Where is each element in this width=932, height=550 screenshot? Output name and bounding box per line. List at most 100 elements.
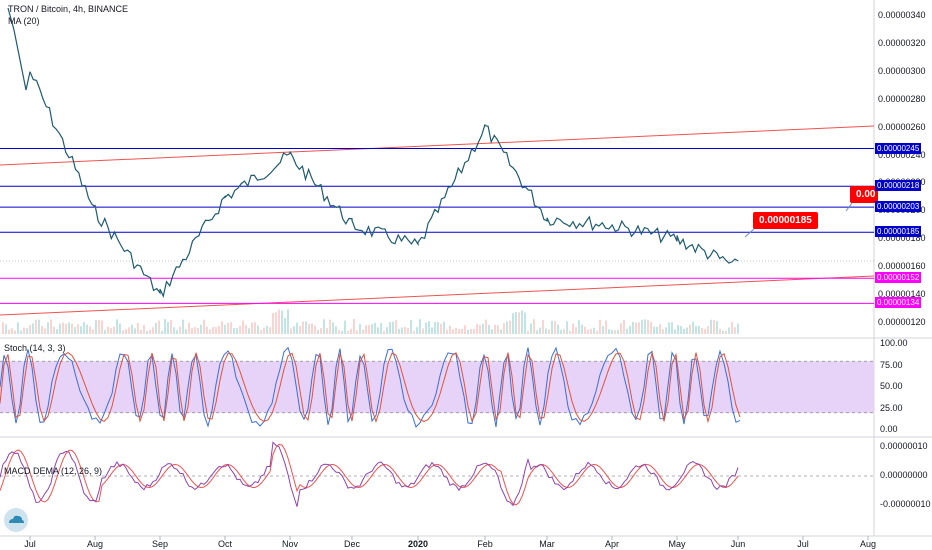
time-axis-label: May <box>668 539 686 549</box>
volume-bar <box>428 321 430 334</box>
volume-bar <box>392 321 394 334</box>
time-axis-label: 2020 <box>407 539 429 549</box>
volume-bar <box>365 325 367 334</box>
volume-bar <box>323 319 325 334</box>
volume-bar <box>536 330 538 334</box>
time-axis-label: Jul <box>24 539 36 549</box>
volume-bar <box>191 328 193 334</box>
stoch-indicator-label: Stoch (14, 3, 3) <box>4 343 66 353</box>
time-axis-label: Aug <box>86 539 103 549</box>
volume-bar <box>266 325 268 334</box>
volume-bar <box>338 329 340 334</box>
price-tick-label: 0.00000140 <box>878 289 926 299</box>
volume-bar <box>197 327 199 334</box>
volume-bar <box>593 327 595 334</box>
volume-bar <box>557 324 559 334</box>
volume-bar <box>587 329 589 334</box>
price-level-tag: 0.00000152 <box>875 272 922 284</box>
volume-bar <box>347 330 349 334</box>
volume-bar <box>464 325 466 334</box>
volume-bar <box>71 323 73 334</box>
volume-bar <box>575 327 577 334</box>
volume-bar <box>161 330 163 334</box>
volume-bar <box>293 326 295 334</box>
volume-bar <box>176 330 178 334</box>
volume-bar <box>566 321 568 334</box>
volume-bar <box>134 328 136 334</box>
price-callout[interactable]: 0.00000185 <box>753 212 818 229</box>
volume-bar <box>341 330 343 334</box>
volume-bar <box>452 329 454 334</box>
volume-bar <box>635 322 637 334</box>
volume-bar <box>353 319 355 334</box>
volume-bar <box>734 327 736 334</box>
volume-bar <box>395 320 397 334</box>
macd-tick-label: 0.00000010 <box>880 441 928 451</box>
volume-bar <box>614 330 616 334</box>
price-level-tag: 0.00000134 <box>875 297 922 309</box>
stoch-tick-label: 0.00 <box>880 424 898 434</box>
support-trendline <box>0 275 875 316</box>
volume-bar <box>500 329 502 334</box>
volume-bar <box>224 324 226 334</box>
price-tick-label: 0.00000180 <box>878 233 926 244</box>
volume-bar <box>644 319 646 334</box>
volume-bar <box>314 325 316 334</box>
volume-bar <box>485 319 487 334</box>
volume-bar <box>95 319 97 334</box>
volume-bar <box>650 321 652 334</box>
price-callout-partial[interactable]: 0.00 <box>850 186 878 203</box>
volume-bar <box>257 325 259 334</box>
volume-bar <box>737 323 739 334</box>
volume-bar <box>512 313 514 334</box>
volume-bar <box>686 327 688 334</box>
volume-bar <box>533 319 535 334</box>
volume-bar <box>230 322 232 334</box>
volume-bar <box>653 326 655 334</box>
volume-bar <box>632 321 634 334</box>
volume-bar <box>113 326 115 334</box>
volume-bar <box>668 322 670 334</box>
volume-bar <box>389 321 391 334</box>
volume-bar <box>506 321 508 334</box>
volume-bar <box>56 329 58 334</box>
volume-bar <box>437 322 439 334</box>
volume-bar <box>200 324 202 334</box>
volume-bar <box>416 327 418 334</box>
time-axis-label: Aug <box>859 539 876 549</box>
volume-bar <box>446 329 448 334</box>
volume-bar <box>398 328 400 334</box>
volume-bar <box>356 330 358 334</box>
volume-bar <box>308 323 310 334</box>
volume-bar <box>332 322 334 334</box>
volume-bar <box>155 322 157 334</box>
volume-bar <box>671 322 673 334</box>
price-level-tag: 0.00000185 <box>875 226 922 238</box>
volume-bar <box>218 326 220 334</box>
price-tick-label: 0.00000160 <box>878 261 926 272</box>
volume-bar <box>581 324 583 334</box>
volume-bar <box>311 323 313 334</box>
volume-bar <box>194 327 196 334</box>
volume-bar <box>659 324 661 334</box>
volume-bar <box>131 324 133 334</box>
volume-bar <box>182 319 184 334</box>
volume-bar <box>101 320 103 334</box>
price-tick-label: 0.00000240 <box>878 149 926 160</box>
volume-bar <box>647 319 649 334</box>
volume-bar <box>128 327 130 334</box>
volume-bar <box>461 328 463 334</box>
volume-bar <box>149 329 151 334</box>
volume-bar <box>86 324 88 334</box>
volume-bar <box>677 324 679 334</box>
time-axis-label: Jun <box>730 539 746 549</box>
time-axis-label: Feb <box>477 539 493 549</box>
volume-bar <box>140 329 142 334</box>
volume-bar <box>236 327 238 334</box>
volume-bar <box>431 327 433 334</box>
volume-bar <box>440 323 442 334</box>
volume-bar <box>209 329 211 334</box>
volume-bar <box>248 328 250 334</box>
